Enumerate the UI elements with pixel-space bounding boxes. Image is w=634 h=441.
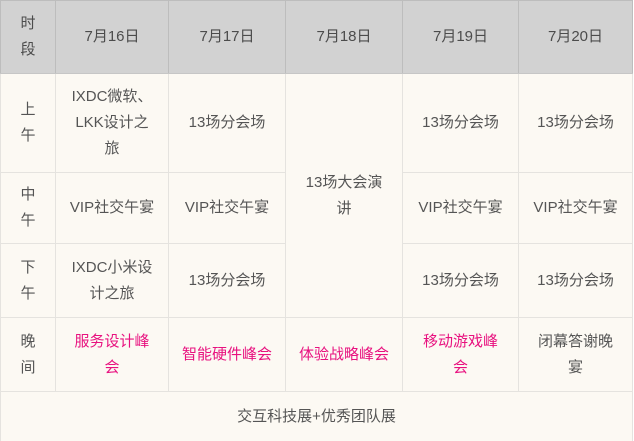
cell-afternoon-jul19: 13场分会场 [402, 243, 519, 318]
date-header-jul20: 7月20日 [518, 0, 633, 74]
date-header-jul16: 7月16日 [55, 0, 169, 74]
cell-noon-jul19: VIP社交午宴 [402, 172, 519, 244]
cell-exhibition-all-days: 交互科技展+优秀团队展 [0, 391, 633, 441]
corner-header-time-slot: 时段 [0, 0, 56, 74]
noon-row: 中午 VIP社交午宴 VIP社交午宴 VIP社交午宴 VIP社交午宴 [0, 172, 633, 244]
date-header-jul17: 7月17日 [168, 0, 286, 74]
cell-morning-jul17: 13场分会场 [168, 73, 286, 173]
cell-evening-jul16-summit: 服务设计峰会 [55, 317, 169, 392]
cell-afternoon-jul17: 13场分会场 [168, 243, 286, 318]
cell-afternoon-jul20: 13场分会场 [518, 243, 633, 318]
cell-noon-jul17: VIP社交午宴 [168, 172, 286, 244]
cell-keynote-jul18-merged: 13场大会演讲 [285, 73, 403, 318]
cell-evening-jul18-summit: 体验战略峰会 [285, 317, 403, 392]
cell-morning-jul20: 13场分会场 [518, 73, 633, 173]
cell-evening-jul19-summit: 移动游戏峰会 [402, 317, 519, 392]
cell-morning-jul19: 13场分会场 [402, 73, 519, 173]
cell-evening-jul20-banquet: 闭幕答谢晚宴 [518, 317, 633, 392]
evening-row: 晚间 服务设计峰会 智能硬件峰会 体验战略峰会 移动游戏峰会 闭幕答谢晚宴 [0, 317, 633, 392]
morning-row: 上午 IXDC微软、LKK设计之旅 13场分会场 13场大会演讲 13场分会场 … [0, 73, 633, 318]
row-label-morning: 上午 [0, 73, 56, 173]
cell-morning-jul16: IXDC微软、LKK设计之旅 [55, 73, 169, 173]
cell-noon-jul16: VIP社交午宴 [55, 172, 169, 244]
cell-noon-jul20: VIP社交午宴 [518, 172, 633, 244]
date-header-jul18: 7月18日 [285, 0, 403, 74]
afternoon-row: 下午 IXDC小米设计之旅 13场分会场 13场分会场 13场分会场 [0, 243, 633, 318]
exhibition-row: 交互科技展+优秀团队展 [0, 391, 633, 441]
cell-afternoon-jul16: IXDC小米设计之旅 [55, 243, 169, 318]
row-label-noon: 中午 [0, 172, 56, 244]
header-row: 时段 7月16日 7月17日 7月18日 7月19日 7月20日 [0, 0, 633, 74]
date-header-jul19: 7月19日 [402, 0, 519, 74]
row-label-afternoon: 下午 [0, 243, 56, 318]
row-label-evening: 晚间 [0, 317, 56, 392]
cell-evening-jul17-summit: 智能硬件峰会 [168, 317, 286, 392]
